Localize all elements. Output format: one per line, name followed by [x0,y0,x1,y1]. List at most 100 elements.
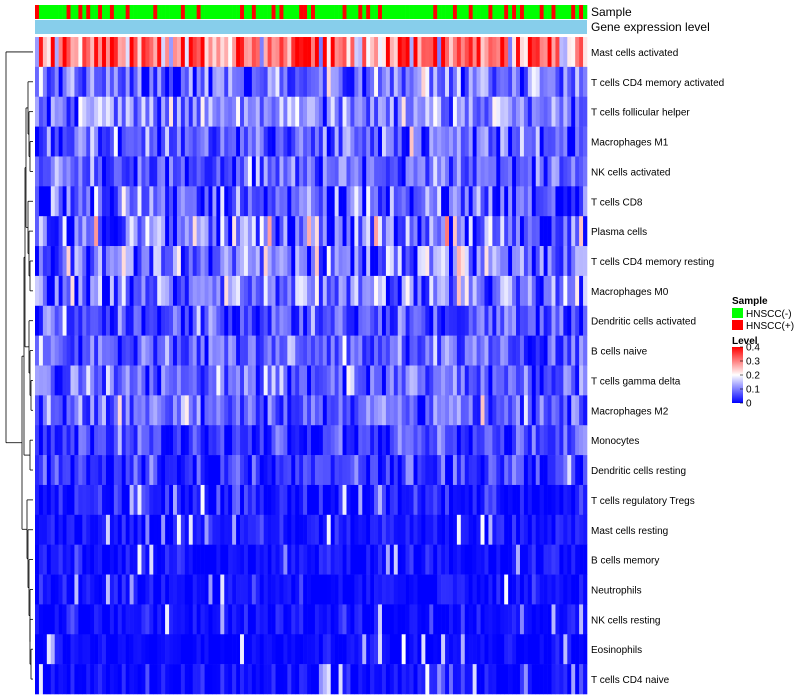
heatmap-cell [445,186,450,217]
heatmap-cell [307,514,312,545]
heatmap-cell [405,305,410,336]
heatmap-cell [196,455,201,486]
heatmap-cell [484,246,489,277]
heatmap-cell [519,484,525,516]
heatmap-cell [50,484,56,516]
heatmap-cell [452,156,458,187]
heatmap-cell [370,664,375,695]
heatmap-cell [102,66,107,98]
heatmap-cell [314,604,320,635]
heatmap-cell [236,544,241,575]
heatmap-cell [102,514,107,545]
heatmap-cell [180,335,186,366]
heatmap-cell [421,305,426,336]
heatmap-cell [508,604,513,635]
heatmap-cell [358,305,363,336]
heatmap-cell [449,365,454,396]
heatmap-cell [133,305,138,336]
heatmap-cell [184,66,190,98]
heatmap-cell [279,305,284,336]
heatmap-cell [153,96,158,127]
heatmap-cell [575,634,580,665]
heatmap-cell [243,365,249,396]
heatmap-cell [117,425,123,456]
heatmap-cell [551,634,556,665]
heatmap-cell [516,664,521,695]
heatmap-cell [149,37,154,68]
heatmap-cell [188,604,194,635]
heatmap-cell [350,186,355,217]
heatmap-cell [413,126,418,157]
heatmap-cell [303,246,308,277]
heatmap-cell [401,156,406,187]
heatmap-cell [145,514,150,545]
heatmap-cell [307,574,312,605]
heatmap-cell [433,634,438,665]
heatmap-cell [133,246,138,277]
heatmap-cell [370,604,375,635]
heatmap-cell [263,305,268,336]
heatmap-cell [224,514,229,545]
heatmap-cell [405,634,410,665]
heatmap-cell [547,156,552,187]
heatmap-cell [173,66,178,98]
heatmap-cell [555,634,560,665]
heatmap-cell [224,395,229,426]
heatmap-cell [401,514,406,545]
heatmap-cell [117,275,123,307]
heatmap-cell [216,664,221,695]
heatmap-cell [433,514,438,545]
heatmap-cell [492,514,497,545]
heatmap-cell [512,126,517,157]
heatmap-cell [405,246,410,277]
heatmap-cell [247,604,253,635]
heatmap-cell [299,395,304,426]
heatmap-cell [571,365,576,396]
heatmap-cell [247,246,253,277]
heatmap-cell [539,664,544,695]
heatmap-cell [220,574,225,605]
heatmap-cell [488,96,493,127]
heatmap-cell [531,574,537,605]
heatmap-cell [579,365,584,396]
heatmap-cell [362,365,367,396]
heatmap-cell [452,455,458,486]
heatmap-cell [484,305,489,336]
heatmap-cell [102,37,107,68]
heatmap-cell [488,544,493,575]
heatmap-cell [413,574,418,605]
heatmap-cell [445,634,450,665]
heatmap-cell [173,96,178,127]
heatmap-cell [496,365,501,396]
heatmap-cell [417,455,422,486]
heatmap-cell [358,604,363,635]
heatmap-cell [488,634,493,665]
heatmap-cell [342,634,347,665]
heatmap-cell [563,574,568,605]
sample-annotation-cell [468,5,473,19]
heatmap-cell [188,156,194,187]
heatmap-cell [441,335,446,366]
heatmap-cell [531,604,537,635]
heatmap-cell [251,66,257,98]
heatmap-cell [338,335,343,366]
heatmap-cell [176,66,182,98]
heatmap-cell [78,66,83,98]
heatmap-cell [188,664,194,695]
heatmap-cell [66,634,71,665]
heatmap-cell [216,455,221,486]
heatmap-cell [547,634,552,665]
heatmap-cell [492,216,497,247]
heatmap-cell [157,634,162,665]
heatmap-cell [208,156,213,187]
heatmap-cell [472,126,477,157]
heatmap-cell [311,66,316,98]
heatmap-cell [121,335,126,366]
sample-annotation-cell [188,5,194,19]
heatmap-cell [559,425,564,456]
heatmap-cell [389,126,395,157]
heatmap-cell [259,186,264,217]
heatmap-cell [255,664,261,695]
heatmap-cell [476,484,481,516]
heatmap-cell [318,455,324,486]
